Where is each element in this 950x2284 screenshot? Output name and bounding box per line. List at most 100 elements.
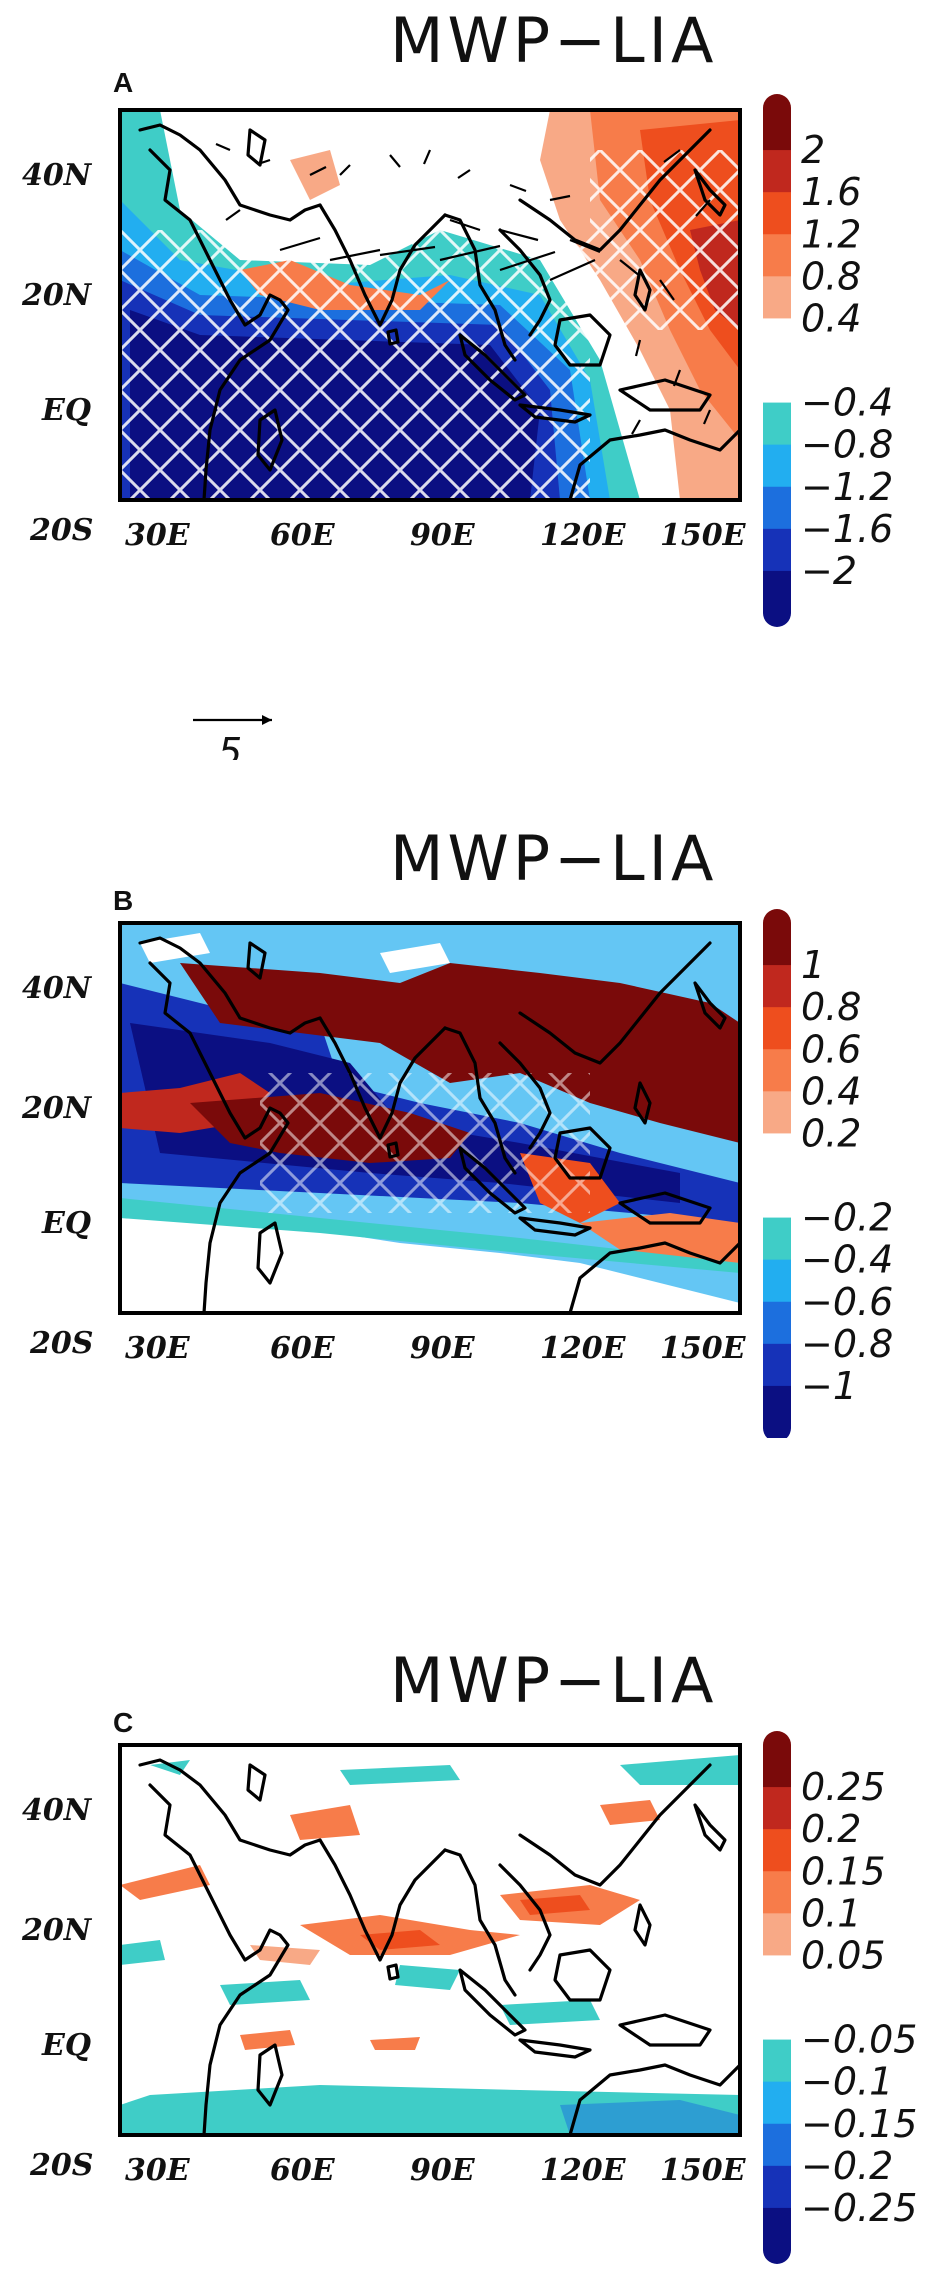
colorbar-tick-label: 0.2 xyxy=(801,1111,861,1155)
colorbar-segment xyxy=(763,1175,791,1219)
colorbar-tick-label: −0.8 xyxy=(801,1322,893,1366)
colorbar-bottom-cap xyxy=(763,2250,791,2264)
colorbar-tick-label: 0.2 xyxy=(801,1807,861,1851)
colorbar-segment xyxy=(763,1955,791,1998)
lat-tick: 20S xyxy=(29,2148,93,2183)
colorbar-top-cap xyxy=(763,1731,791,1745)
colorbar-segment xyxy=(763,150,791,193)
lon-tick: 30E xyxy=(125,1331,191,1366)
colorbar-segment xyxy=(763,276,791,319)
colorbar-tick-label: −0.25 xyxy=(801,2186,917,2230)
colorbar-segment xyxy=(763,1091,791,1134)
colorbar-tick-label: −0.8 xyxy=(801,423,893,467)
colorbar-tick-label: −0.1 xyxy=(801,2060,893,2104)
colorbar-segment xyxy=(763,1007,791,1050)
colorbar-tick-label: 0.8 xyxy=(801,985,861,1029)
colorbar-segment xyxy=(763,1745,791,1788)
colorbar-tick-label: 0.15 xyxy=(801,1849,886,1893)
colorbar-tick-label: 0.4 xyxy=(801,1069,861,1113)
colorbar-segment xyxy=(763,1301,791,1345)
colorbar-segment xyxy=(763,2165,791,2209)
colorbar-tick-label: 0.6 xyxy=(801,1027,861,1071)
lat-tick: 20S xyxy=(29,1326,93,1361)
colorbar-segment xyxy=(763,360,791,404)
lat-tick: EQ xyxy=(41,1206,91,1241)
colorbar-segment xyxy=(763,108,791,151)
wind-vectors xyxy=(189,141,712,435)
lat-tick: 40N xyxy=(22,971,93,1006)
lon-tick: 30E xyxy=(125,2153,191,2188)
colorbar-tick-label: 0.25 xyxy=(801,1765,886,1809)
reference-vector-label: 5 xyxy=(218,730,242,760)
colorbar-segment xyxy=(763,192,791,235)
colorbar-top-cap xyxy=(763,94,791,108)
colorbar-tick-label: −1.2 xyxy=(801,465,893,509)
lon-tick: 150E xyxy=(660,518,747,553)
colorbar-tick-label: 2 xyxy=(801,128,825,172)
lon-tick: 120E xyxy=(540,2153,627,2188)
colorbar-tick-label: 0.4 xyxy=(801,296,861,340)
panel-a-lon-ticks: 30E 60E 90E 120E 150E xyxy=(125,518,747,553)
colorbar-segment xyxy=(763,1913,791,1956)
colorbar-tick-label: 1.6 xyxy=(801,170,861,214)
colorbar-segment xyxy=(763,2081,791,2125)
colorbar-bottom-cap xyxy=(763,1428,791,1438)
colorbar-tick-label: −1 xyxy=(801,1364,857,1408)
panel-c-lat-ticks: 40N 20N EQ 20S xyxy=(21,1793,93,2183)
lon-tick: 60E xyxy=(270,2153,336,2188)
colorbar-tick-label: 0.05 xyxy=(801,1933,886,1977)
lon-tick: 150E xyxy=(660,1331,747,1366)
colorbar-bottom-cap xyxy=(763,613,791,627)
colorbar-tick-label: 1.2 xyxy=(801,212,861,256)
colorbar-segment xyxy=(763,1133,791,1176)
lon-tick: 90E xyxy=(410,2153,476,2188)
panel-b-map xyxy=(118,921,742,1315)
colorbar-segment xyxy=(763,965,791,1008)
colorbar-tick-label: −0.6 xyxy=(801,1280,893,1324)
lon-tick: 150E xyxy=(660,2153,747,2188)
lat-tick: 40N xyxy=(22,1793,93,1828)
panel-a-map xyxy=(118,108,742,502)
colorbar-segment xyxy=(763,1049,791,1092)
panel-a-lat-ticks: 40N 20N EQ 20S xyxy=(21,158,93,548)
panel-c-title: MWP−LIA xyxy=(390,1644,717,1717)
colorbar-tick-label: −1.6 xyxy=(801,507,893,551)
panel-b-title: MWP−LIA xyxy=(390,822,717,895)
colorbar-tick-label: 1 xyxy=(801,943,825,987)
colorbar-tick-label: −0.2 xyxy=(801,1196,893,1240)
lat-tick: 40N xyxy=(22,158,93,193)
colorbar-tick-label: −0.2 xyxy=(801,2144,893,2188)
colorbar-segment xyxy=(763,570,791,614)
panel-b-label: B xyxy=(113,885,133,916)
colorbar-segment xyxy=(763,2039,791,2083)
colorbar-tick-label: −0.15 xyxy=(801,2102,917,2146)
panel-c-label: C xyxy=(113,1707,133,1738)
colorbar-tick-label: −0.4 xyxy=(801,381,893,425)
panel-c: MWP−LIA C 40N xyxy=(21,1644,917,2264)
lon-tick: 120E xyxy=(540,518,627,553)
colorbar-segment xyxy=(763,2123,791,2167)
panel-b: MWP−LIA B 40N 20N EQ 20S 30E 60E xyxy=(21,822,893,1438)
panel-c-colorbar: 0.250.20.150.10.05 −0.05−0.1−0.15−0.2−0.2… xyxy=(763,1731,917,2264)
lon-tick: 30E xyxy=(125,518,191,553)
colorbar-tick-label: 0.8 xyxy=(801,254,861,298)
colorbar-segment xyxy=(763,402,791,446)
lat-tick: 20N xyxy=(21,1913,93,1948)
lon-tick: 60E xyxy=(270,1331,336,1366)
colorbar-segment xyxy=(763,486,791,530)
colorbar-segment xyxy=(763,528,791,572)
colorbar-tick-label: 0.1 xyxy=(801,1891,861,1935)
colorbar-segment xyxy=(763,444,791,488)
lon-tick: 90E xyxy=(410,518,476,553)
lon-tick: 90E xyxy=(410,1331,476,1366)
colorbar-segment xyxy=(763,1217,791,1261)
colorbar-top-cap xyxy=(763,909,791,923)
colorbar-segment xyxy=(763,923,791,966)
panel-a-title: MWP−LIA xyxy=(390,4,717,77)
colorbar-segment xyxy=(763,1787,791,1830)
panel-b-colorbar: 10.80.60.40.2 −0.2−0.4−0.6−0.8−1 xyxy=(763,909,893,1438)
panel-a-label: A xyxy=(113,67,133,98)
panel-c-lon-ticks: 30E 60E 90E 120E 150E xyxy=(125,2153,747,2188)
colorbar-tick-label: −2 xyxy=(801,549,857,593)
colorbar-segment xyxy=(763,1343,791,1387)
